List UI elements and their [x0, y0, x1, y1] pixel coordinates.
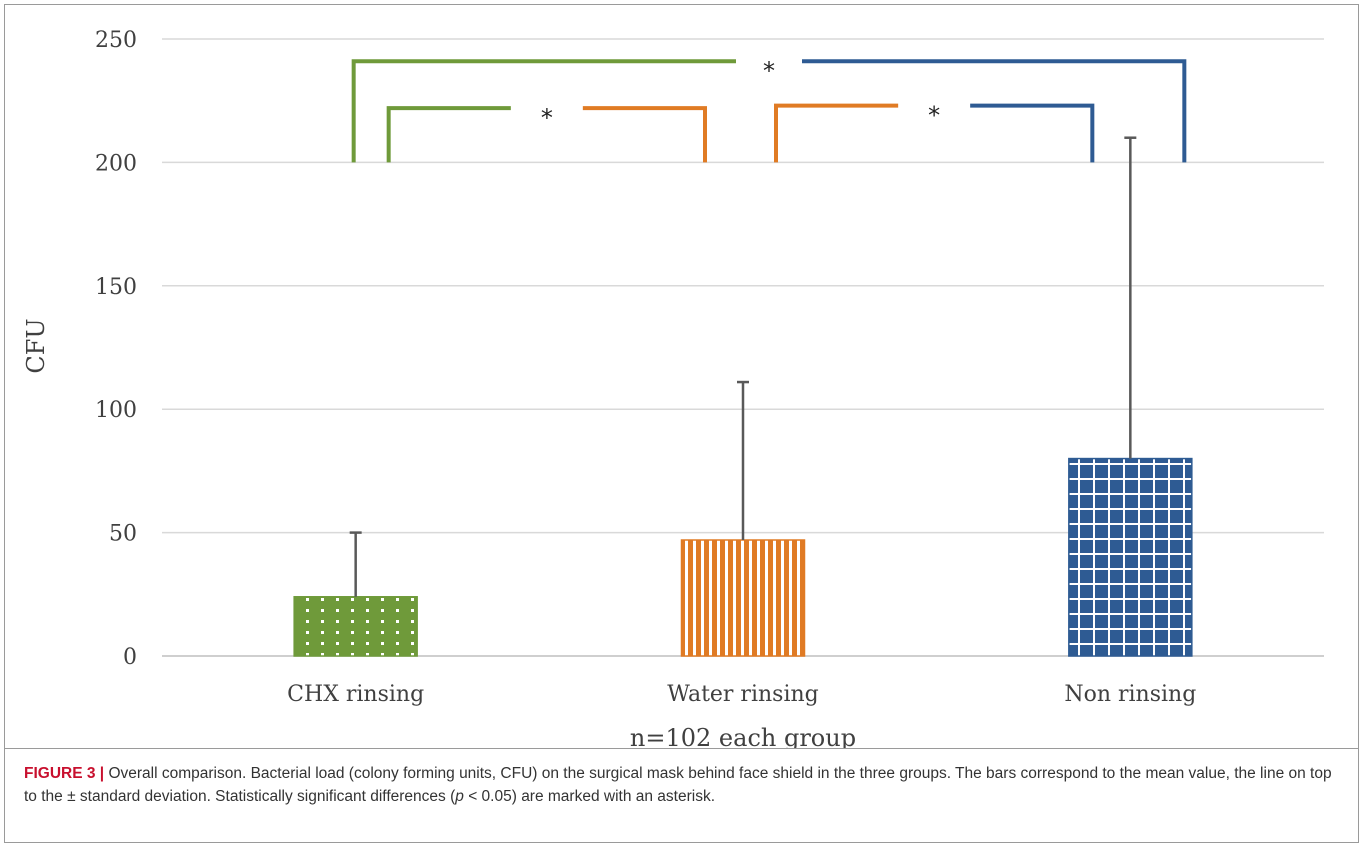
- caption-text-1: Overall comparison. Bacterial load (colo…: [24, 765, 1332, 805]
- y-tick-label-150: 150: [95, 275, 137, 300]
- y-tick-label-0: 0: [123, 645, 137, 670]
- x-tick-labels: CHX rinsing Water rinsing Non rinsing: [287, 682, 1196, 707]
- x-axis-title: n=102 each group: [630, 724, 856, 748]
- x-tick-label-water-rinsing: Water rinsing: [667, 682, 819, 707]
- significance-bracket-right-1: [970, 103, 1095, 163]
- x-tick-label-chx-rinsing: CHX rinsing: [287, 682, 424, 707]
- x-tick-label-non-rinsing: Non rinsing: [1064, 682, 1196, 707]
- significance-bracket-left-2: [351, 59, 736, 163]
- caption-text-2: < 0.05) are marked with an asterisk.: [463, 788, 716, 805]
- y-tick-label-250: 250: [95, 28, 137, 53]
- error-bars: [349, 136, 1137, 597]
- y-tick-label-100: 100: [95, 398, 137, 423]
- bar-chart: 0 50 100 150 200 250 * * * CHX rinsing Water rin…: [22, 28, 1324, 748]
- significance-bracket-right-0: [582, 106, 707, 163]
- bar-water-rinsing: [680, 539, 806, 657]
- significance-bracket-left-1: [774, 103, 899, 163]
- significance-asterisk-2: *: [763, 57, 775, 85]
- y-tick-labels: 0 50 100 150 200 250: [95, 28, 137, 670]
- significance-brackets: * * *: [351, 57, 1187, 163]
- figure-caption: FIGURE 3 | Overall comparison. Bacterial…: [24, 762, 1340, 808]
- significance-bracket-right-2: [802, 59, 1187, 163]
- significance-asterisk-0: *: [541, 104, 553, 132]
- figure-label: FIGURE 3 |: [24, 765, 105, 782]
- bar-non-rinsing: [1068, 457, 1193, 657]
- caption-p-symbol: p: [455, 788, 464, 805]
- significance-bracket-left-0: [386, 106, 511, 163]
- y-tick-label-200: 200: [95, 151, 137, 176]
- y-tick-label-50: 50: [109, 522, 137, 547]
- figure-frame: [4, 4, 1359, 843]
- y-axis-title: CFU: [22, 318, 50, 373]
- bar-chx-rinsing: [293, 596, 418, 657]
- significance-asterisk-1: *: [928, 102, 940, 130]
- caption-divider: [5, 748, 1358, 749]
